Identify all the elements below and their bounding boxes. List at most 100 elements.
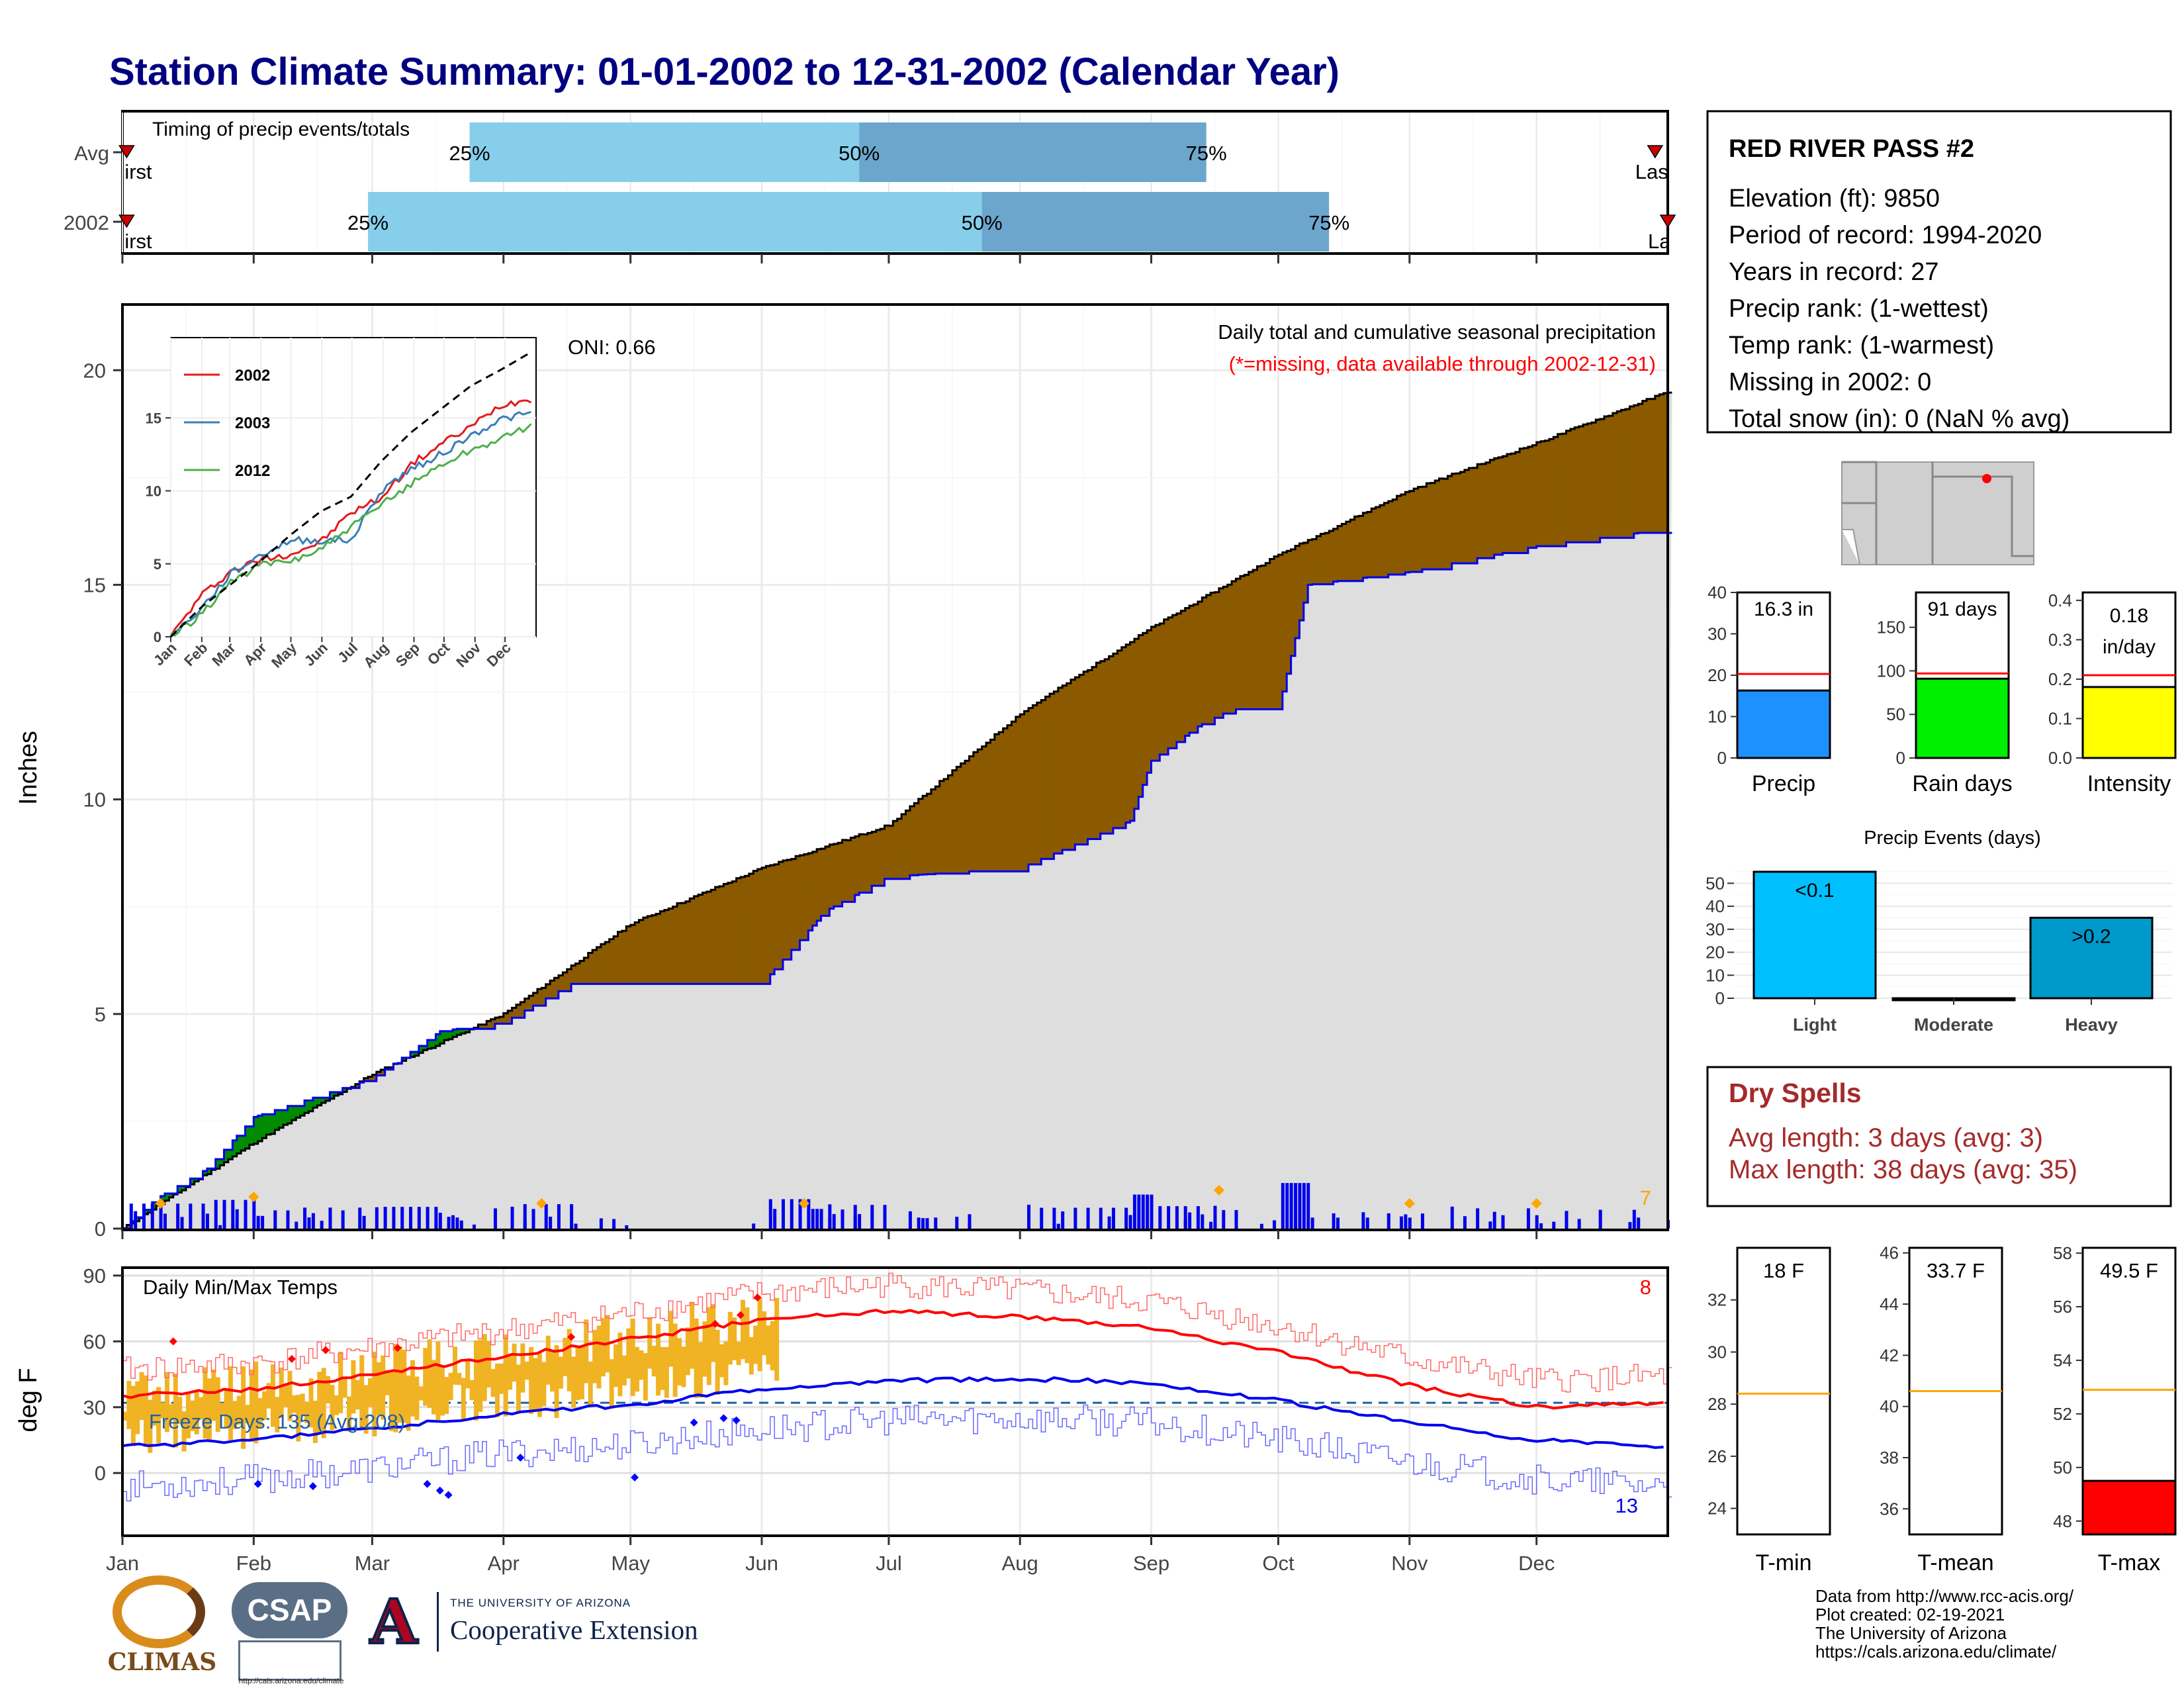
daily-precip-bar bbox=[1492, 1211, 1496, 1229]
daily-temp-range-bar bbox=[465, 1358, 471, 1389]
daily-temp-range-bar bbox=[321, 1368, 326, 1438]
daily-precip-bar bbox=[955, 1217, 959, 1229]
daily-temp-range-bar bbox=[435, 1341, 441, 1420]
daily-precip-bar bbox=[752, 1223, 756, 1229]
record-low-marker bbox=[435, 1486, 444, 1495]
inset-legend-label: 2002 bbox=[235, 367, 270, 385]
summary-bar-value bbox=[2081, 686, 2177, 759]
dry-spells-title: Dry Spells bbox=[1729, 1078, 1862, 1108]
timing-bar-q1 bbox=[469, 122, 860, 182]
summary-bar-tick-label: 50 bbox=[1886, 704, 1905, 724]
record-low-marker bbox=[690, 1418, 698, 1427]
temp-min-count: 13 bbox=[1615, 1494, 1638, 1517]
daily-precip-bar bbox=[222, 1199, 226, 1229]
daily-precip-bar bbox=[1637, 1217, 1641, 1229]
daily-temp-range-bar bbox=[444, 1377, 449, 1415]
temp-summary-charts: 24 26 28 30 32 18 F T-min 36 38 40 42 44 46 33.7 F T-m… bbox=[1707, 1243, 2177, 1575]
daily-temp-range-bar bbox=[432, 1360, 436, 1415]
daily-temp-range-bar bbox=[469, 1380, 475, 1401]
daily-precip-bar bbox=[1158, 1206, 1162, 1229]
timing-rows: Avg 25% 50% 75% First Last 2002 25% 50% 75% First L… bbox=[64, 122, 1676, 253]
daily-temp-range-bar bbox=[681, 1346, 686, 1387]
daily-precip-bar bbox=[1111, 1207, 1115, 1229]
timing-pct-label: 75% bbox=[1186, 142, 1227, 165]
daily-temp-range-bar bbox=[533, 1358, 538, 1411]
daily-precip-bar bbox=[828, 1204, 832, 1229]
events-bar-light bbox=[1752, 870, 1877, 1000]
daily-precip-bar bbox=[1294, 1183, 1298, 1229]
csap-logo: CSAP http://cals.arizona.edu/climate bbox=[232, 1575, 347, 1688]
daily-temp-range-bar bbox=[135, 1381, 140, 1434]
daily-precip-bar bbox=[1450, 1206, 1454, 1229]
precip-event-marker bbox=[536, 1198, 547, 1209]
precip-y-tick-label: 10 bbox=[83, 788, 106, 812]
daily-temp-range-bar bbox=[630, 1318, 635, 1396]
daily-temp-range-bar bbox=[164, 1372, 169, 1432]
daily-temp-range-bar bbox=[520, 1343, 525, 1393]
daily-temp-range-bar bbox=[711, 1304, 716, 1362]
daily-temp-range-bar bbox=[723, 1341, 729, 1385]
daily-precip-bar bbox=[1281, 1183, 1285, 1229]
daily-temp-range-bar bbox=[203, 1367, 208, 1439]
temp-y-tick-label: 30 bbox=[83, 1396, 106, 1419]
temp-summary-tick-label: 46 bbox=[1880, 1243, 1899, 1263]
temp-summary-tick-label: 24 bbox=[1707, 1499, 1727, 1519]
daily-precip-bar bbox=[1188, 1212, 1192, 1229]
daily-temp-range-bar bbox=[338, 1352, 343, 1413]
temp-summary-tick-label: 50 bbox=[2053, 1458, 2072, 1477]
daily-temp-range-bar bbox=[719, 1344, 725, 1378]
precip-event-marker bbox=[248, 1192, 259, 1202]
daily-temp-range-bar bbox=[228, 1366, 233, 1440]
record-high-marker bbox=[737, 1311, 745, 1319]
daily-precip-bar bbox=[1298, 1183, 1302, 1229]
daily-precip-bar bbox=[1628, 1222, 1632, 1229]
daily-precip-bar bbox=[828, 1217, 832, 1229]
daily-temp-range-bar bbox=[359, 1355, 365, 1429]
daily-temp-range-bar bbox=[516, 1364, 521, 1413]
events-y-tick-label: 40 bbox=[1706, 896, 1725, 916]
temp-summary-value-label: 18 F bbox=[1763, 1259, 1804, 1282]
daily-precip-bar bbox=[307, 1217, 311, 1229]
daily-temp-range-bar bbox=[215, 1377, 220, 1432]
daily-temp-range-bar bbox=[639, 1350, 644, 1380]
timing-pct-label: 75% bbox=[1308, 211, 1349, 234]
station-info-box: RED RIVER PASS #2 Elevation (ft): 9850 Pe… bbox=[1706, 110, 2172, 434]
temp-summary-t-min: 24 26 28 30 32 18 F T-min bbox=[1707, 1246, 1831, 1575]
station-info-line: Elevation (ft): 9850 bbox=[1729, 185, 1940, 212]
daily-precip-bar bbox=[1132, 1194, 1136, 1229]
daily-precip-bar bbox=[968, 1223, 972, 1229]
daily-precip-bar bbox=[574, 1223, 578, 1229]
station-info-line: Period of record: 1994-2020 bbox=[1729, 222, 2042, 250]
daily-precip-bar bbox=[968, 1214, 972, 1229]
daily-precip-bar bbox=[1137, 1194, 1141, 1229]
daily-precip-bar bbox=[1404, 1214, 1408, 1229]
daily-temp-range-bar bbox=[206, 1378, 212, 1442]
climas-wordmark: CLIMAS bbox=[107, 1648, 217, 1676]
daily-temp-range-bar bbox=[579, 1345, 584, 1399]
daily-precip-bar bbox=[231, 1224, 235, 1229]
daily-precip-bar bbox=[1073, 1207, 1077, 1229]
precip-daily-bars bbox=[129, 1183, 1670, 1229]
daily-temp-range-bar bbox=[130, 1385, 136, 1446]
daily-precip-bar bbox=[549, 1217, 553, 1229]
daily-temp-range-bar bbox=[499, 1363, 504, 1394]
record-low-marker bbox=[631, 1473, 639, 1481]
dry-spells-box: Dry Spells Avg length: 3 days (avg: 3) M… bbox=[1706, 1066, 2172, 1207]
first-event-label: First bbox=[112, 230, 152, 253]
events-y-tick-label: 50 bbox=[1706, 873, 1725, 893]
daily-precip-bar bbox=[320, 1221, 324, 1229]
daily-precip-bar bbox=[925, 1218, 929, 1229]
temp-summary-value-label: 49.5 F bbox=[2100, 1259, 2158, 1282]
daily-precip-bar bbox=[1336, 1223, 1340, 1229]
month-tick-label: Feb bbox=[236, 1552, 271, 1575]
daily-precip-bar bbox=[870, 1205, 874, 1229]
daily-temp-range-bar bbox=[774, 1297, 780, 1381]
daily-precip-bar bbox=[189, 1203, 193, 1229]
daily-temp-range-bar bbox=[558, 1356, 563, 1389]
csap-url: http://cals.arizona.edu/climate bbox=[238, 1676, 344, 1685]
events-y-tick-label: 10 bbox=[1706, 965, 1725, 985]
daily-precip-bar bbox=[1302, 1183, 1306, 1229]
daily-temp-range-bar bbox=[334, 1395, 339, 1415]
daily-temp-range-bar bbox=[122, 1411, 127, 1421]
daily-precip-bar bbox=[426, 1207, 430, 1229]
